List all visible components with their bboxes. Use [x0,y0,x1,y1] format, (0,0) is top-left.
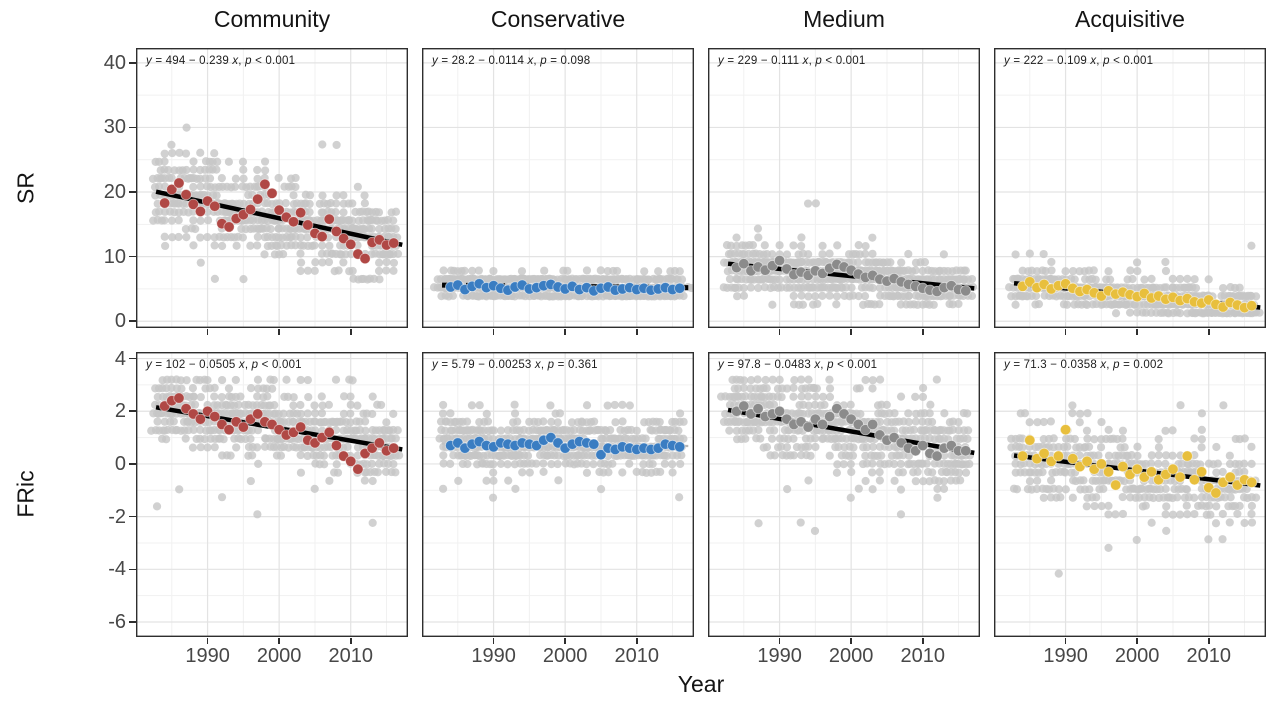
x-tick-mark [635,638,638,644]
x-tick-mark [778,638,781,644]
regression-annotation: y = 71.3 − 0.0358 x, p = 0.002 [1004,359,1164,371]
x-tick-label: 1990 [1043,645,1088,667]
x-tick-mark [921,329,924,335]
y-tick-mark [129,62,136,64]
x-tick-mark [206,329,209,335]
panel-sr-acquisitive [994,48,1266,328]
x-tick-mark [778,329,781,335]
y-tick-mark [129,126,136,129]
x-tick-mark [349,638,352,644]
x-tick-mark [564,329,566,335]
jitter-points [1007,401,1261,578]
x-tick-label: 2000 [542,645,588,667]
y-tick-mark [129,255,136,258]
facet-title-acquisitive: Acquisitive [1075,6,1185,32]
x-tick-mark [921,638,924,644]
y-tick-label: 0 [114,310,126,333]
regression-annotation: y = 5.79 − 0.00253 x, p = 0.361 [432,359,598,371]
x-tick-mark [850,329,852,335]
y-tick-mark [129,357,136,360]
x-tick-mark [1207,638,1210,644]
x-tick-mark [278,329,280,335]
panel-fric-conservative [422,352,694,637]
x-tick-mark [635,329,638,335]
x-tick-label: 2000 [1114,645,1160,667]
mean-points [159,177,400,265]
y-tick-label: 40 [103,51,126,74]
mean-points [731,400,972,462]
facet-title-conservative: Conservative [490,6,626,32]
mean-points [445,278,686,297]
x-tick-label: 2010 [614,645,659,667]
x-tick-mark [850,638,852,644]
mean-points [1017,276,1258,314]
regression-annotation: y = 222 − 0.109 x, p < 0.001 [1004,55,1154,67]
y-tick-label: -4 [108,558,126,581]
x-tick-mark [206,638,209,644]
y-tick-label: 2 [114,400,126,423]
panel-sr-medium [708,48,980,328]
regression-annotation: y = 494 − 0.239 x, p < 0.001 [146,55,296,67]
y-tick-mark [129,621,136,623]
y-tick-label: 20 [103,181,126,204]
panel-sr-community [136,48,408,328]
y-tick-mark [129,410,136,413]
y-axis-label-fric: FRic [12,470,39,518]
facet-title-medium: Medium [803,6,885,32]
grid-minor [422,352,694,637]
jitter-points [719,199,978,309]
mean-points [445,432,686,461]
x-tick-label: 2010 [900,645,945,667]
regression-annotation: y = 97.8 − 0.0483 x, p < 0.001 [718,359,878,371]
mean-points [1017,424,1258,499]
y-tick-label: 10 [103,245,126,268]
y-tick-label: -2 [108,505,126,528]
x-axis-label: Year [677,671,725,697]
x-tick-mark [1136,638,1138,644]
x-tick-mark [1064,329,1067,335]
x-tick-label: 1990 [185,645,230,667]
x-tick-mark [492,329,495,335]
mean-points [731,254,972,298]
y-tick-mark [129,568,136,571]
x-tick-label: 2010 [328,645,373,667]
x-tick-mark [564,638,566,644]
y-tick-mark [129,463,136,465]
y-tick-label: 30 [103,116,126,139]
x-tick-mark [278,638,280,644]
x-tick-label: 2000 [828,645,874,667]
panel-fric-medium [708,352,980,637]
x-tick-label: 2010 [1186,645,1231,667]
facet-title-community: Community [213,6,331,32]
regression-annotation: y = 28.2 − 0.0114 x, p = 0.098 [432,55,591,67]
x-tick-label: 1990 [471,645,516,667]
x-tick-label: 1990 [757,645,802,667]
x-tick-mark [1207,329,1210,335]
x-tick-mark [1064,638,1067,644]
x-tick-mark [1136,329,1138,335]
panel-fric-acquisitive [994,352,1266,637]
y-tick-label: 0 [114,452,126,475]
x-tick-mark [492,638,495,644]
y-tick-label: -6 [108,610,126,633]
y-tick-mark [129,515,136,518]
panel-sr-conservative [422,48,694,328]
jitter-points [435,400,688,502]
mean-points [159,392,400,475]
y-tick-label: 4 [114,347,126,370]
panel-fric-community [136,352,408,637]
y-tick-mark [129,191,136,193]
regression-annotation: y = 102 − 0.0505 x, p < 0.001 [146,359,302,371]
y-axis-label-sr: SR [12,172,39,204]
x-tick-mark [349,329,352,335]
y-tick-mark [129,320,136,322]
x-tick-label: 2000 [256,645,302,667]
regression-annotation: y = 229 − 0.111 x, p < 0.001 [718,55,866,67]
